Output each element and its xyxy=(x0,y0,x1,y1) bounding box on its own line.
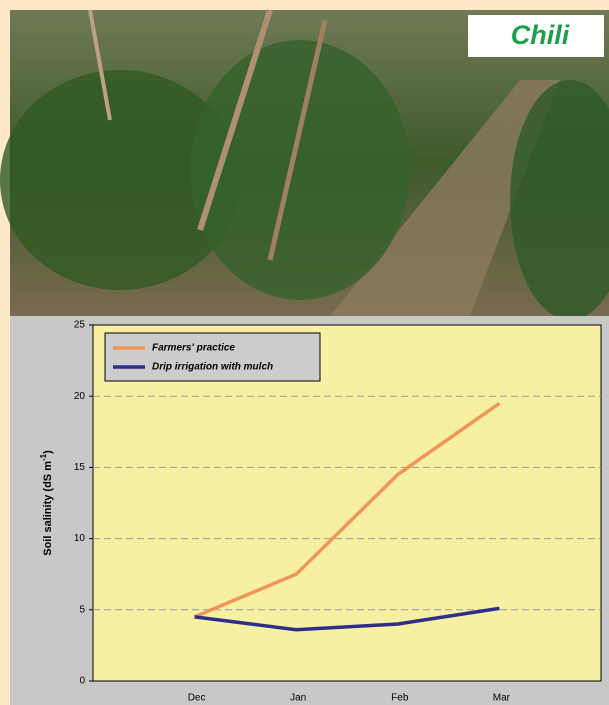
y-tick-label: 10 xyxy=(74,533,86,544)
chart: Chili Soil salinity (dS m-1) 0 5 10 15 20 25 D… xyxy=(0,0,609,705)
x-tick-label: Dec xyxy=(188,693,206,704)
x-tick-label: Jan xyxy=(290,693,306,704)
y-tick-label: 0 xyxy=(79,676,85,687)
x-tick-label: Feb xyxy=(391,693,409,704)
y-tick-label: 25 xyxy=(74,320,86,331)
y-axis-label-suffix: ) xyxy=(42,450,54,454)
legend-label: Drip irrigation with mulch xyxy=(152,362,273,373)
y-tick-label: 5 xyxy=(79,604,85,615)
photo: Chili xyxy=(0,10,609,320)
page: {"chart_data": {"type": "line", "photo_l… xyxy=(0,0,609,705)
legend-box xyxy=(105,333,320,381)
y-tick-label: 20 xyxy=(74,391,86,402)
y-tick-label: 15 xyxy=(74,462,86,473)
y-axis-label: Soil salinity (dS m-1) xyxy=(39,450,54,556)
photo-label: Chili xyxy=(511,20,570,50)
x-tick-label: Mar xyxy=(493,693,511,704)
y-axis-label-text: Soil salinity (dS m xyxy=(42,461,54,556)
legend-label: Farmers' practice xyxy=(152,343,235,354)
